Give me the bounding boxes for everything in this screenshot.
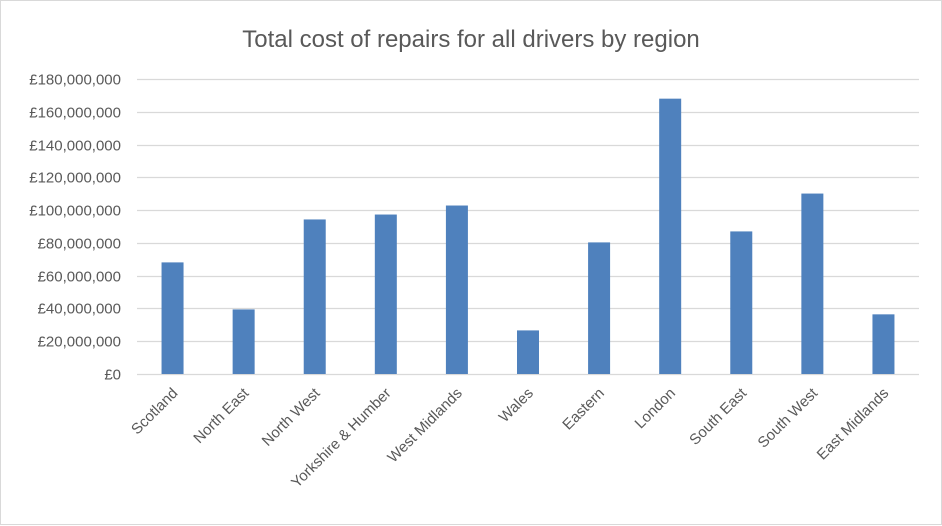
bar-london	[659, 98, 682, 375]
x-tick-label: Eastern	[559, 385, 608, 434]
bar-south-west	[801, 193, 824, 374]
bar-south-east	[730, 231, 753, 374]
x-tick-label: Wales	[496, 385, 537, 426]
x-tick-label: Scotland	[128, 385, 181, 438]
x-tick-label: South East	[686, 384, 750, 448]
bar-yorkshire-humber	[374, 214, 397, 374]
y-tick-label: £40,000,000	[38, 301, 121, 318]
bar-eastern	[588, 242, 611, 374]
y-tick-label: £180,000,000	[29, 72, 121, 89]
bar-wales	[517, 330, 539, 374]
chart-title: Total cost of repairs for all drivers by…	[242, 26, 700, 53]
y-tick-label: £60,000,000	[38, 269, 121, 286]
bar-scotland	[161, 262, 184, 374]
y-tick-label: £80,000,000	[38, 236, 121, 253]
x-tick-label: South West	[755, 384, 822, 451]
x-tick-label: East Midlands	[814, 385, 893, 464]
y-tick-label: £160,000,000	[29, 105, 121, 122]
x-tick-label: North East	[190, 384, 253, 447]
bar-north-west	[303, 219, 326, 374]
y-tick-label: £0	[104, 367, 121, 384]
x-tick-label: North West	[259, 384, 324, 449]
x-tick-label: West Midlands	[384, 385, 465, 466]
y-tick-label: £20,000,000	[38, 334, 121, 351]
bar-west-midlands	[445, 205, 468, 374]
x-tick-label: London	[632, 385, 679, 432]
bar-north-east	[232, 309, 255, 374]
y-tick-label: £100,000,000	[29, 203, 121, 220]
y-tick-label: £140,000,000	[29, 138, 121, 155]
bar-east-midlands	[872, 314, 895, 374]
y-tick-label: £120,000,000	[29, 170, 121, 187]
